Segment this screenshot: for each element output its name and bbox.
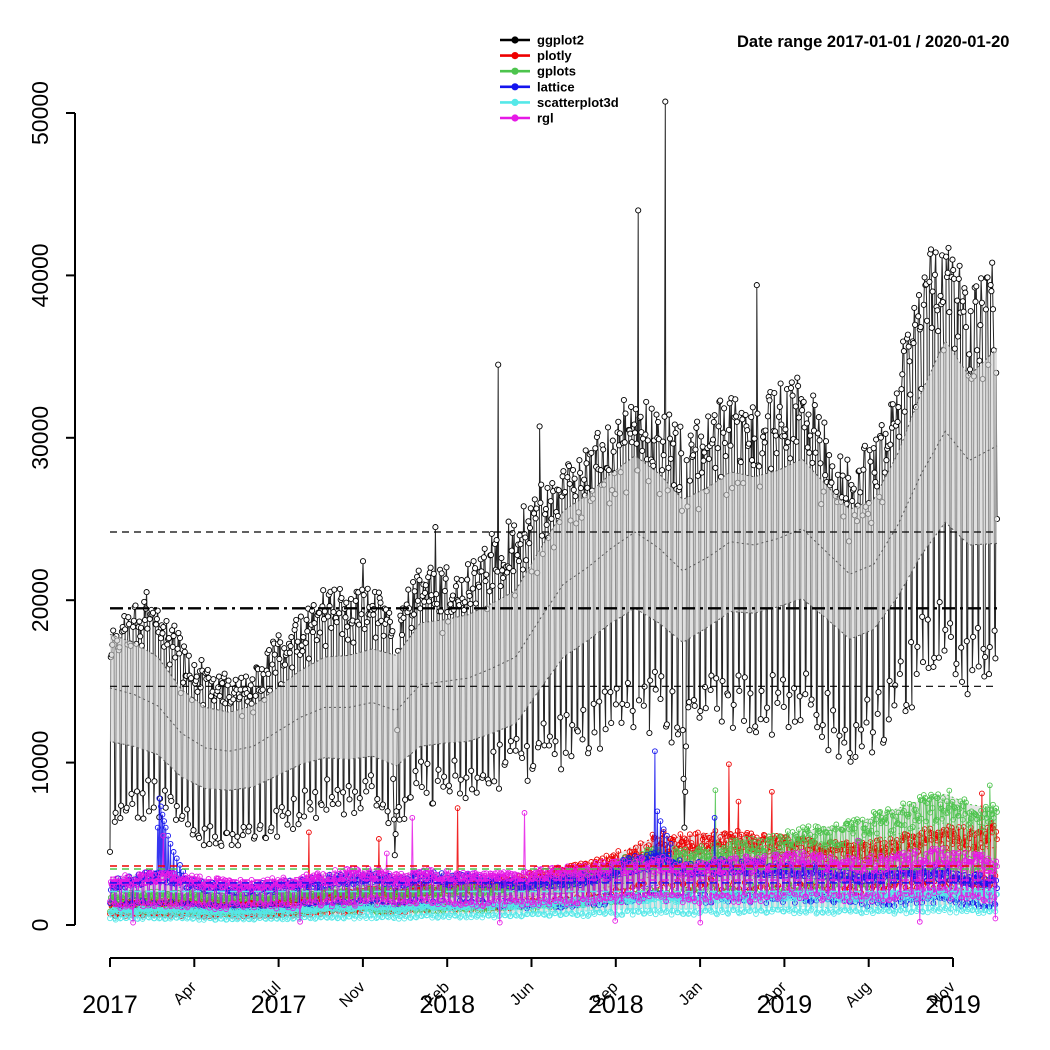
x-tick-month: Apr <box>170 978 200 1008</box>
legend-item-plotly: plotly <box>500 48 572 63</box>
reference-lines <box>110 531 997 893</box>
y-tick-label: 50000 <box>27 81 53 145</box>
legend-label: plotly <box>537 48 572 63</box>
legend-item-ggplot2: ggplot2 <box>500 33 584 48</box>
legend-item-gplots: gplots <box>500 64 576 79</box>
legend-marker-icon <box>511 52 519 60</box>
x-tick-year: 2018 <box>588 991 644 1019</box>
x-tick-year: 2017 <box>82 991 138 1019</box>
legend-item-lattice: lattice <box>500 79 575 94</box>
legend-item-rgl: rgl <box>500 111 554 126</box>
x-tick-year: 2018 <box>419 991 475 1019</box>
y-tick-label: 30000 <box>27 406 53 470</box>
x-tick-month: Jan <box>676 979 706 1009</box>
legend-label: lattice <box>537 79 575 94</box>
legend-label: gplots <box>537 64 576 79</box>
x-tick-month: Nov <box>337 979 369 1011</box>
y-tick-label: 10000 <box>27 731 53 795</box>
x-tick-year: 2019 <box>925 991 981 1019</box>
y-tick-label: 40000 <box>27 243 53 307</box>
legend-item-scatterplot3d: scatterplot3d <box>500 95 619 110</box>
legend-marker-icon <box>511 98 519 106</box>
x-tick-year: 2017 <box>251 991 307 1019</box>
legend-label: scatterplot3d <box>537 95 619 110</box>
legend-marker-icon <box>511 67 519 75</box>
legend-label: ggplot2 <box>537 33 584 48</box>
legend-label: rgl <box>537 111 554 126</box>
legend-marker-icon <box>511 114 519 122</box>
y-tick-label: 0 <box>27 919 53 932</box>
x-tick-month: Aug <box>842 979 874 1011</box>
legend: ggplot2plotlygplotslatticescatterplot3dr… <box>500 33 619 126</box>
confidence-band-ggplot2 <box>109 339 998 791</box>
x-tick-month: Jun <box>507 979 537 1009</box>
legend-marker-icon <box>511 36 519 44</box>
legend-marker-icon <box>511 83 519 91</box>
y-axis: 0 10000 20000 30000 40000 50000 <box>27 81 76 932</box>
x-tick-year: 2019 <box>757 991 813 1019</box>
y-tick-label: 20000 <box>27 568 53 632</box>
chart-title: Date range 2017-01-01 / 2020-01-20 <box>737 33 1009 51</box>
